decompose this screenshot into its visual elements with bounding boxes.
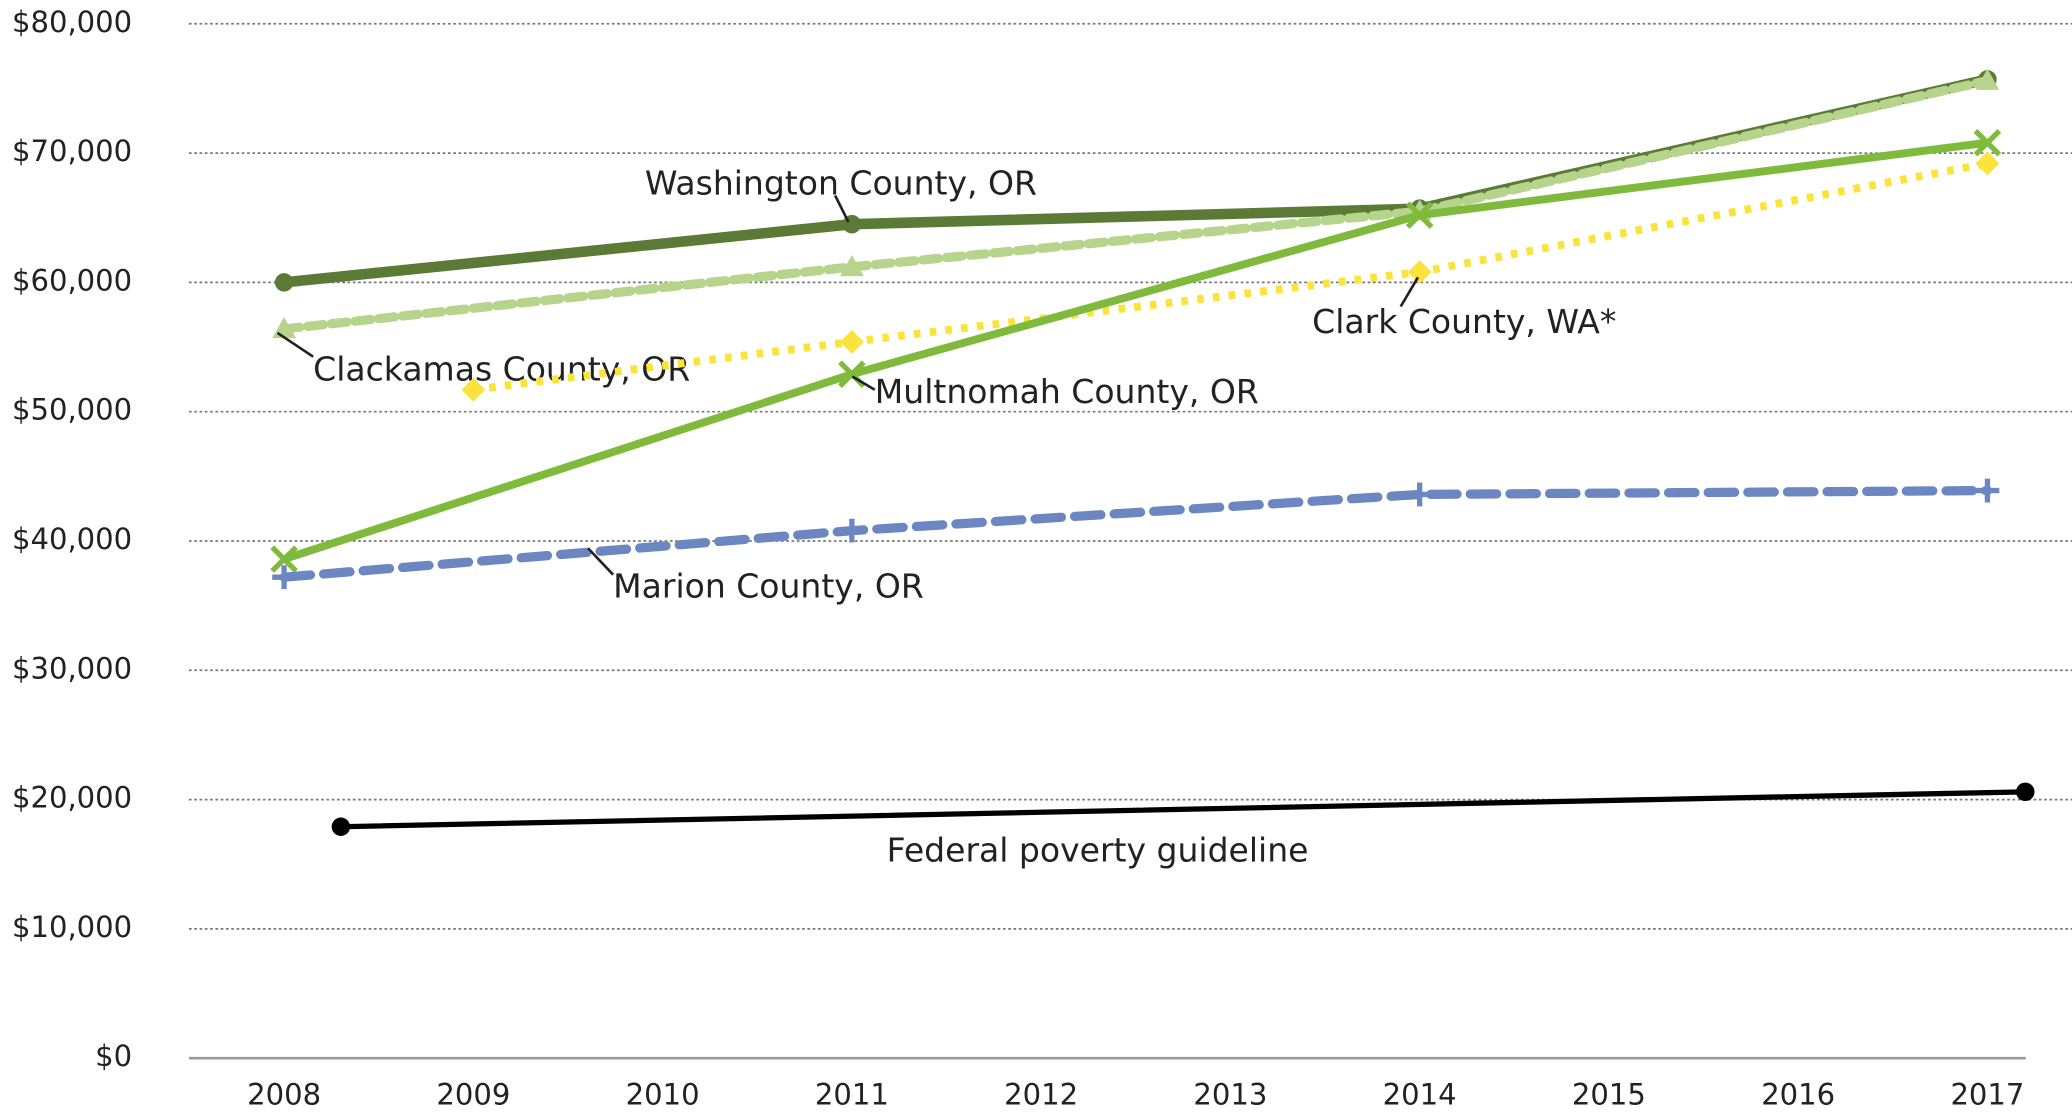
y-tick-label: $70,000 [12, 134, 132, 168]
marker [272, 565, 296, 590]
x-tick-label: 2008 [247, 1078, 321, 1112]
series-label: Federal poverty guideline [887, 831, 1309, 870]
marker [1975, 151, 2000, 176]
leader-line [833, 194, 850, 223]
leader-line [276, 331, 314, 358]
x-tick-label: 2016 [1761, 1078, 1835, 1112]
series-line [279, 76, 1993, 334]
series-label: Multnomah County, OR [875, 372, 1259, 411]
series-line [278, 74, 1993, 288]
leader-line [587, 547, 615, 576]
series-label: Washington County, OR [645, 163, 1037, 202]
marker [274, 273, 294, 292]
leader-line [851, 375, 876, 391]
x-tick-label: 2010 [626, 1078, 700, 1112]
series-line [338, 789, 2028, 830]
y-tick-label: $80,000 [12, 5, 132, 39]
y-tick-label: $30,000 [12, 651, 132, 685]
marker [1973, 128, 2002, 157]
marker [1407, 482, 1432, 507]
series-label: Clackamas County, OR [313, 350, 690, 389]
marker [2016, 782, 2035, 802]
x-tick-label: 2017 [1950, 1078, 2024, 1112]
y-tick-label: $40,000 [12, 522, 132, 556]
x-tick-label: 2011 [815, 1078, 889, 1112]
y-tick-label: $50,000 [12, 393, 132, 427]
marker [839, 254, 864, 277]
marker [1407, 260, 1432, 284]
y-tick-label: $0 [95, 1039, 132, 1073]
x-tick-label: 2013 [1193, 1078, 1267, 1112]
marker [461, 377, 486, 402]
x-tick-label: 2012 [1004, 1078, 1078, 1112]
marker [1405, 201, 1434, 229]
marker [839, 518, 864, 543]
x-tick-label: 2014 [1383, 1078, 1457, 1112]
marker [331, 817, 351, 836]
y-tick-label: $10,000 [12, 910, 132, 944]
marker [1975, 478, 2000, 503]
series-line [279, 485, 1993, 582]
x-tick-label: 2015 [1572, 1078, 1646, 1112]
series-label: Marion County, OR [613, 566, 924, 605]
x-tick-label: 2009 [436, 1078, 510, 1112]
leader-line [1399, 276, 1420, 308]
series-line [472, 159, 1989, 394]
series-label: Clark County, WA* [1312, 302, 1616, 341]
marker [270, 545, 298, 573]
series-line [280, 138, 1992, 564]
marker [839, 329, 864, 354]
y-tick-label: $60,000 [12, 263, 132, 297]
y-tick-label: $20,000 [12, 781, 132, 815]
marker [1975, 68, 2000, 90]
